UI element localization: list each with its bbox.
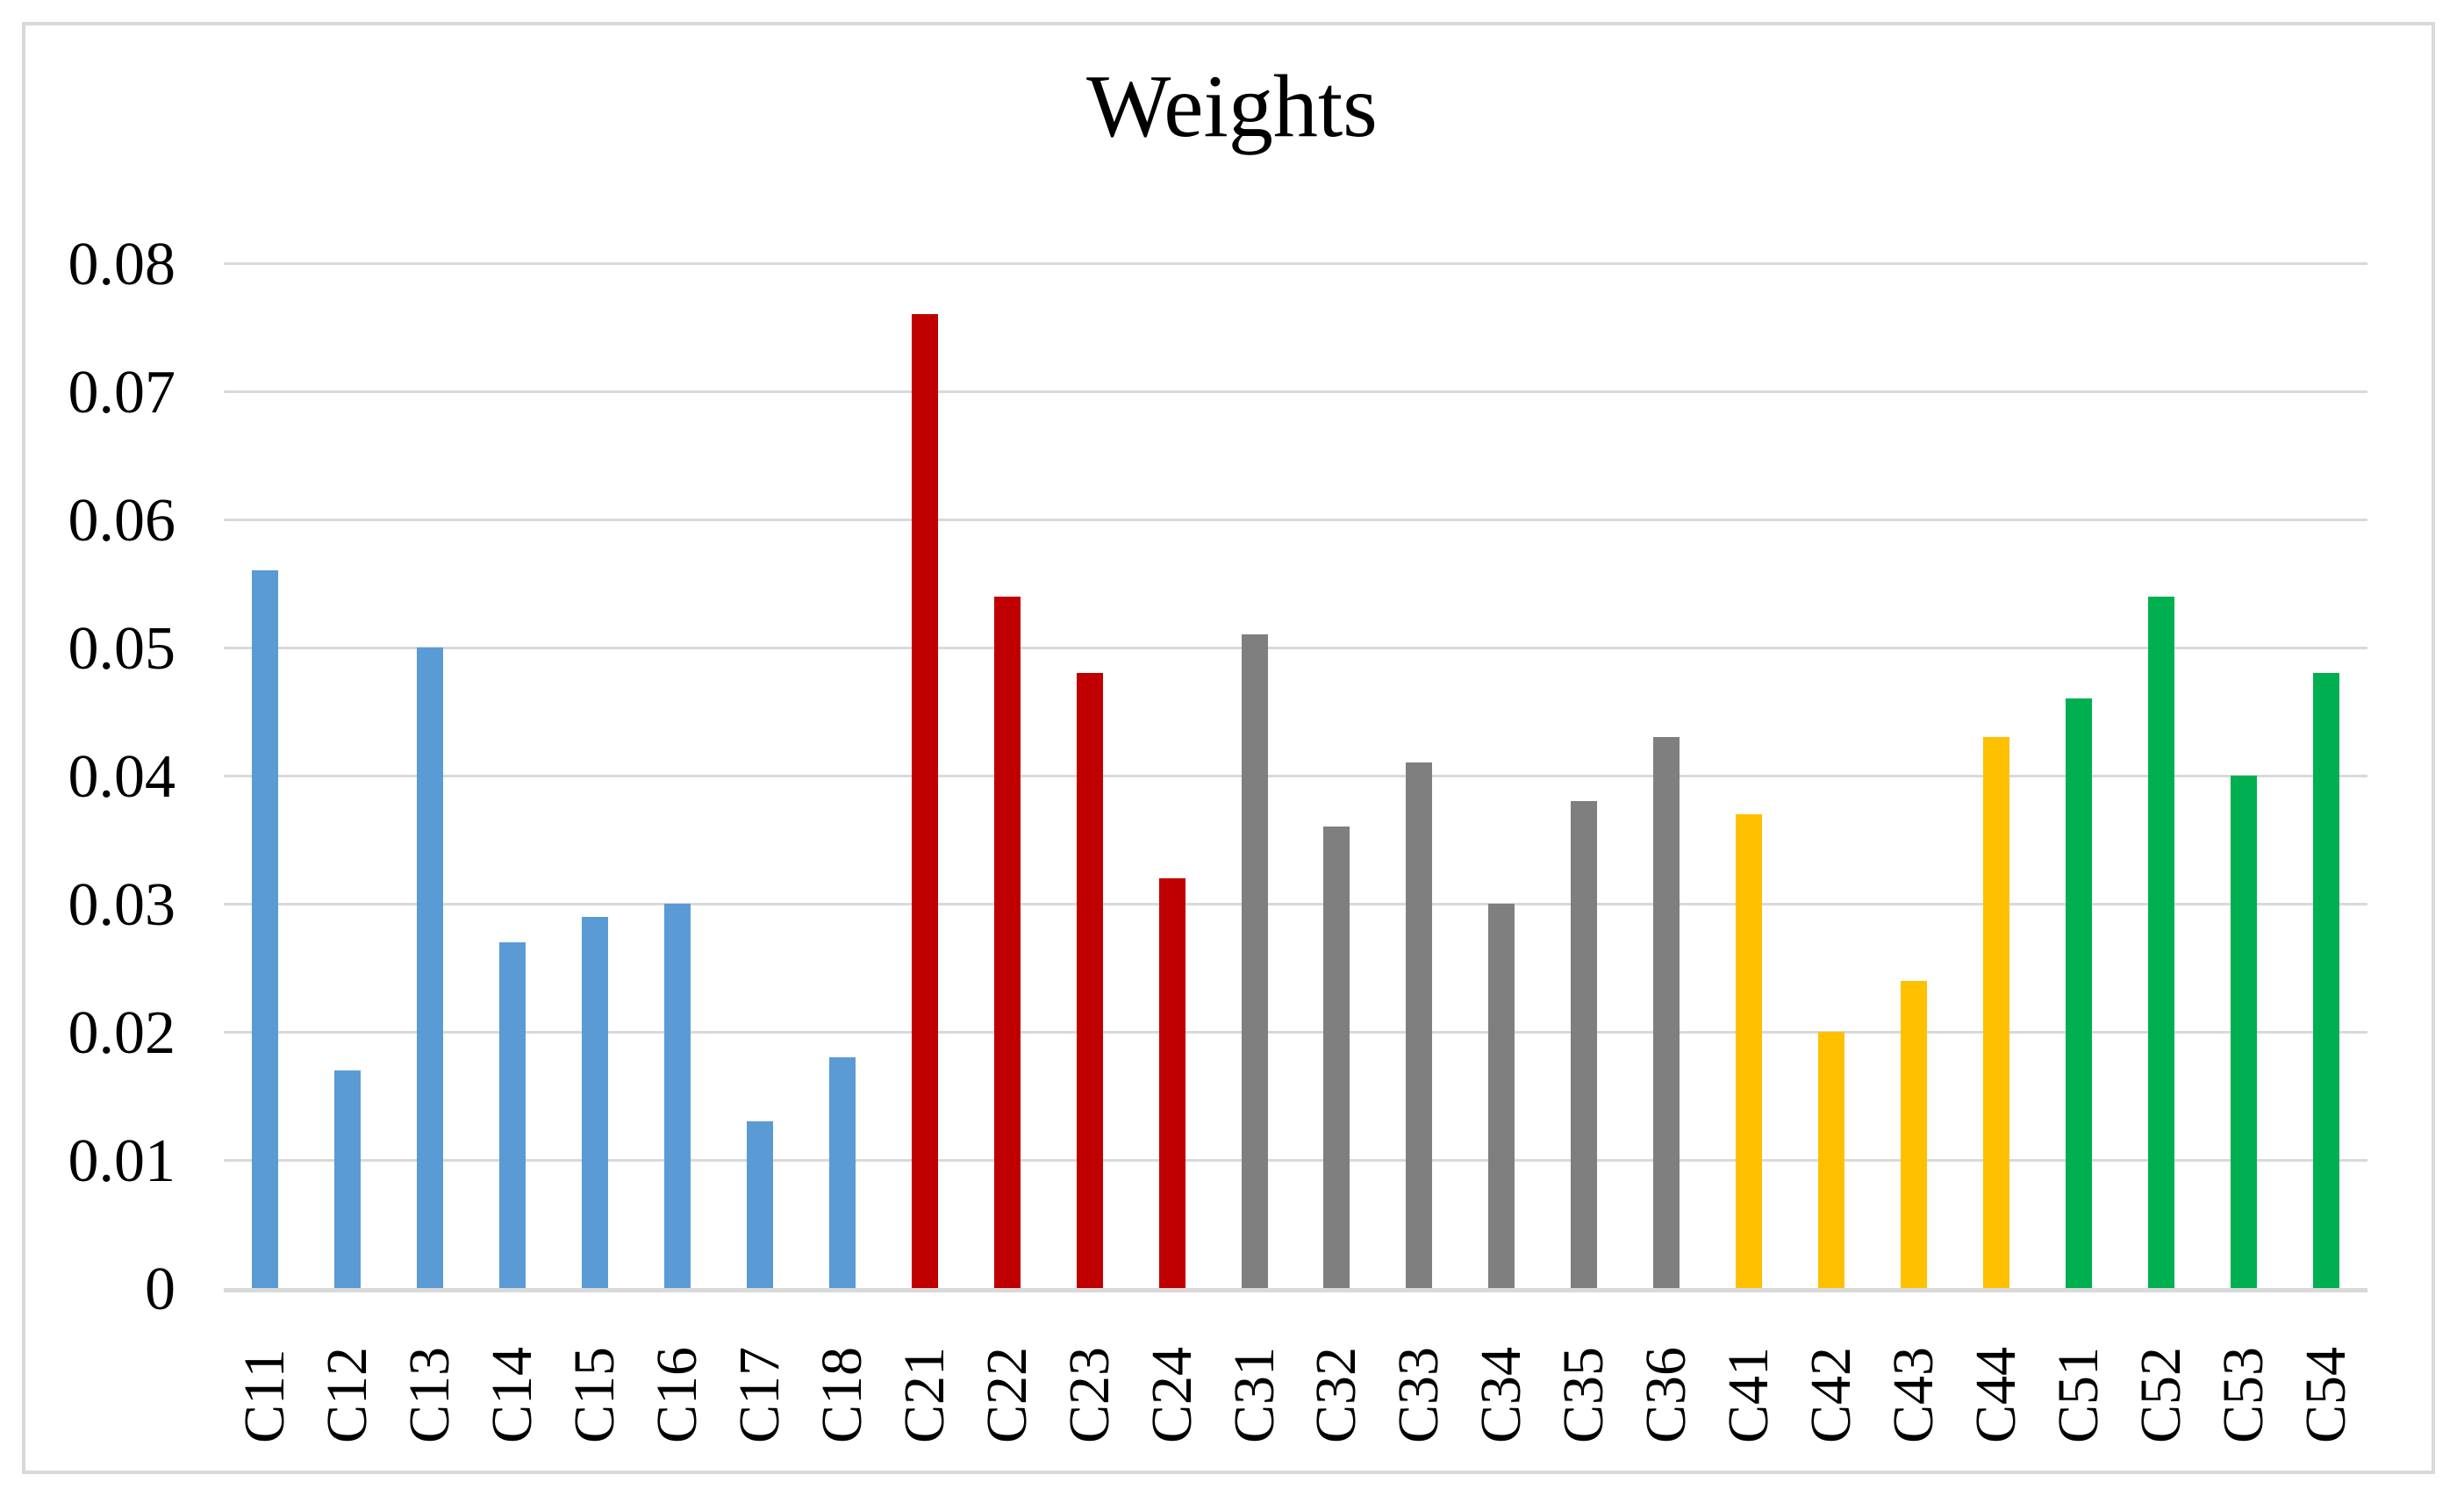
y-axis-tick-label: 0.06 bbox=[68, 487, 176, 555]
x-axis-line bbox=[224, 1288, 2367, 1292]
x-axis-tick-label: C22 bbox=[974, 1346, 1039, 1443]
y-axis-tick-label: 0.03 bbox=[68, 871, 176, 939]
x-axis-tick-label: C21 bbox=[892, 1346, 956, 1443]
x-axis-tick-label: C52 bbox=[2129, 1346, 2194, 1443]
x-axis-tick-label: C44 bbox=[1964, 1346, 2029, 1443]
x-axis-tick-label: C23 bbox=[1057, 1346, 1121, 1443]
chart-title: Weights bbox=[1086, 57, 1378, 156]
x-axis-tick-label: C43 bbox=[1881, 1346, 1946, 1443]
y-gridline bbox=[224, 519, 2367, 521]
y-gridline bbox=[224, 903, 2367, 905]
bar-C22 bbox=[993, 597, 1021, 1288]
bar-C31 bbox=[1241, 634, 1268, 1288]
bar-C12 bbox=[333, 1070, 361, 1288]
x-axis-tick-label: C15 bbox=[562, 1346, 627, 1443]
y-axis-tick-label: 0.02 bbox=[68, 999, 176, 1067]
bar-C41 bbox=[1736, 814, 1763, 1288]
x-axis-tick-label: C51 bbox=[2046, 1346, 2111, 1443]
bar-C51 bbox=[2066, 698, 2093, 1288]
x-axis-tick-label: C53 bbox=[2211, 1346, 2276, 1443]
bar-C52 bbox=[2148, 597, 2175, 1288]
bar-C16 bbox=[663, 904, 691, 1288]
chart-frame-border bbox=[22, 22, 2435, 1474]
bar-C44 bbox=[1983, 737, 2010, 1288]
x-axis-tick-label: C34 bbox=[1469, 1346, 1534, 1443]
bar-C14 bbox=[498, 942, 526, 1288]
bar-C36 bbox=[1653, 737, 1680, 1288]
x-axis-tick-label: C17 bbox=[727, 1346, 791, 1443]
x-axis-tick-label: C16 bbox=[644, 1346, 709, 1443]
x-axis-tick-label: C41 bbox=[1716, 1346, 1781, 1443]
y-axis-tick-label: 0.01 bbox=[68, 1127, 176, 1195]
bar-C34 bbox=[1488, 904, 1515, 1288]
x-axis-tick-label: C11 bbox=[232, 1349, 297, 1443]
x-axis-tick-label: C33 bbox=[1386, 1346, 1451, 1443]
bar-C43 bbox=[1901, 981, 1928, 1288]
y-axis-tick-label: 0.05 bbox=[68, 615, 176, 683]
x-axis-tick-label: C14 bbox=[479, 1346, 544, 1443]
y-gridline bbox=[224, 262, 2367, 265]
x-axis-tick-label: C24 bbox=[1139, 1346, 1204, 1443]
x-axis-tick-label: C18 bbox=[809, 1346, 874, 1443]
bar-C33 bbox=[1406, 762, 1433, 1288]
bar-C42 bbox=[1818, 1032, 1845, 1288]
bar-C23 bbox=[1076, 673, 1103, 1288]
x-axis-tick-label: C13 bbox=[397, 1346, 462, 1443]
bar-C15 bbox=[581, 917, 608, 1288]
y-axis-tick-label: 0.04 bbox=[68, 743, 176, 811]
bar-C11 bbox=[251, 570, 278, 1288]
y-gridline bbox=[224, 1031, 2367, 1034]
y-gridline bbox=[224, 647, 2367, 649]
bar-C17 bbox=[746, 1121, 773, 1288]
y-axis-tick-label: 0.08 bbox=[68, 231, 176, 298]
y-gridline bbox=[224, 775, 2367, 777]
y-axis-tick-label: 0.07 bbox=[68, 359, 176, 426]
x-axis-tick-label: C42 bbox=[1799, 1346, 1864, 1443]
y-axis-tick-label: 0 bbox=[145, 1256, 175, 1323]
x-axis-tick-label: C32 bbox=[1304, 1346, 1369, 1443]
x-axis-tick-label: C31 bbox=[1221, 1346, 1286, 1443]
bar-C35 bbox=[1571, 801, 1598, 1288]
bar-C53 bbox=[2231, 776, 2258, 1288]
x-axis-tick-label: C36 bbox=[1634, 1346, 1699, 1443]
x-axis-tick-label: C12 bbox=[314, 1346, 379, 1443]
y-gridline bbox=[224, 390, 2367, 393]
bar-C21 bbox=[911, 314, 938, 1288]
bar-C32 bbox=[1323, 827, 1350, 1288]
bar-C13 bbox=[416, 648, 443, 1288]
x-axis-tick-label: C54 bbox=[2294, 1346, 2359, 1443]
bar-C18 bbox=[828, 1057, 856, 1288]
y-gridline bbox=[224, 1159, 2367, 1162]
bar-C24 bbox=[1158, 878, 1185, 1288]
x-axis-tick-label: C35 bbox=[1551, 1346, 1616, 1443]
bar-C54 bbox=[2313, 673, 2340, 1288]
